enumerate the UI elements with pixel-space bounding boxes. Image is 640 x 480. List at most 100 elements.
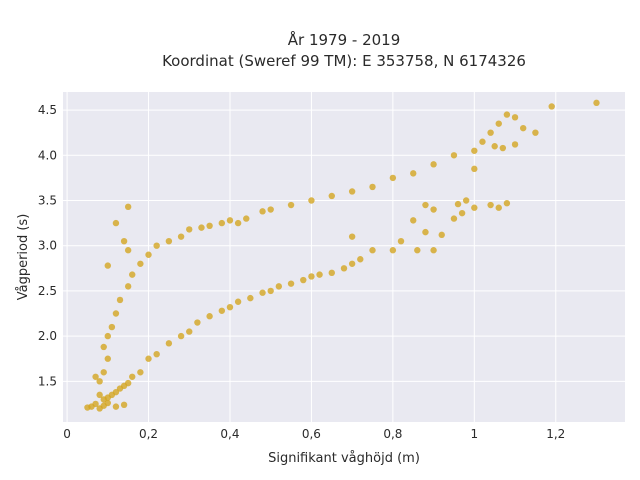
plot-area: [63, 92, 625, 422]
x-tick-label: 0,2: [139, 427, 158, 441]
data-point: [340, 265, 348, 272]
data-point: [145, 251, 152, 258]
chart-title-line-1: År 1979 - 2019: [288, 30, 401, 49]
grid-lines: [63, 92, 625, 422]
data-point: [414, 247, 421, 254]
data-point: [430, 247, 437, 254]
data-point: [247, 294, 254, 302]
x-axis-label: Signifikant våghöjd (m): [268, 451, 420, 466]
data-point: [487, 129, 494, 136]
data-point: [495, 120, 502, 127]
data-point: [422, 201, 429, 209]
data-point: [116, 296, 124, 304]
data-point: [430, 206, 437, 213]
data-point: [259, 208, 266, 215]
data-point: [422, 228, 429, 236]
data-point: [487, 201, 494, 209]
data-point: [104, 262, 111, 269]
y-tick-label: 3.5: [38, 193, 57, 207]
data-point: [206, 313, 213, 320]
data-point: [503, 200, 511, 207]
data-point: [348, 233, 356, 240]
data-point: [259, 289, 266, 296]
data-point: [186, 328, 193, 335]
data-point: [153, 350, 160, 358]
data-point: [96, 391, 103, 399]
data-point: [92, 400, 99, 408]
y-tick-label: 2.0: [38, 329, 57, 343]
data-point: [124, 247, 132, 254]
data-point: [165, 237, 173, 245]
data-point: [234, 298, 242, 305]
x-tick-label: 0: [63, 427, 71, 441]
data-point: [316, 271, 323, 278]
data-point: [92, 373, 99, 380]
data-point: [137, 260, 144, 267]
data-point: [438, 231, 445, 239]
data-point: [165, 340, 173, 347]
data-point: [348, 260, 356, 267]
data-point: [206, 222, 213, 230]
data-point: [275, 283, 283, 290]
data-point: [267, 206, 274, 213]
data-point: [450, 152, 458, 159]
data-point: [124, 203, 132, 211]
x-tick-label: 0,4: [220, 427, 239, 441]
data-point: [145, 355, 152, 362]
data-point: [120, 401, 128, 409]
data-point: [308, 197, 315, 204]
y-tick-label: 2.5: [38, 284, 57, 298]
data-point: [389, 247, 397, 254]
data-point: [511, 114, 519, 121]
data-point: [532, 129, 539, 136]
data-point: [287, 280, 295, 287]
data-point: [430, 161, 437, 168]
data-point: [491, 143, 498, 150]
data-point: [287, 201, 295, 209]
data-point: [511, 141, 519, 148]
x-tick-label: 0,6: [302, 427, 321, 441]
data-point: [218, 219, 226, 227]
data-point: [124, 283, 132, 290]
data-point: [153, 242, 160, 249]
data-point: [308, 273, 315, 280]
data-point: [129, 271, 136, 278]
data-point: [495, 204, 502, 211]
data-point: [112, 403, 120, 410]
data-point: [234, 219, 242, 227]
data-point: [218, 307, 226, 314]
data-point: [104, 355, 111, 362]
data-point: [186, 226, 193, 233]
data-point: [100, 396, 107, 403]
data-point: [226, 303, 234, 311]
x-tick-label: 1,2: [546, 427, 565, 441]
y-tick-label: 4.5: [38, 103, 57, 117]
data-point: [458, 209, 466, 217]
data-point: [499, 144, 507, 152]
data-point: [348, 188, 356, 195]
data-point: [120, 237, 128, 245]
y-axis-ticks: 1.5 2.0 2.5 3.0 3.5 4.0 4.5: [38, 103, 57, 388]
x-tick-label: 0,8: [383, 427, 402, 441]
x-tick-label: 1: [470, 427, 478, 441]
data-point: [100, 369, 107, 376]
data-point: [410, 217, 417, 224]
data-point: [593, 99, 600, 107]
data-point: [108, 323, 116, 331]
data-point: [194, 319, 201, 326]
data-point: [243, 215, 250, 222]
data-point: [177, 233, 185, 240]
y-tick-label: 1.5: [38, 374, 57, 388]
data-point: [389, 174, 397, 182]
y-axis-label: Vågperiod (s): [16, 214, 31, 301]
data-point: [454, 200, 462, 208]
data-point: [369, 183, 376, 191]
data-point: [397, 237, 405, 245]
data-point: [328, 192, 335, 200]
data-point: [479, 138, 486, 145]
data-point: [519, 124, 527, 132]
data-points: [84, 99, 600, 412]
data-point: [198, 224, 205, 231]
data-point: [462, 197, 470, 204]
